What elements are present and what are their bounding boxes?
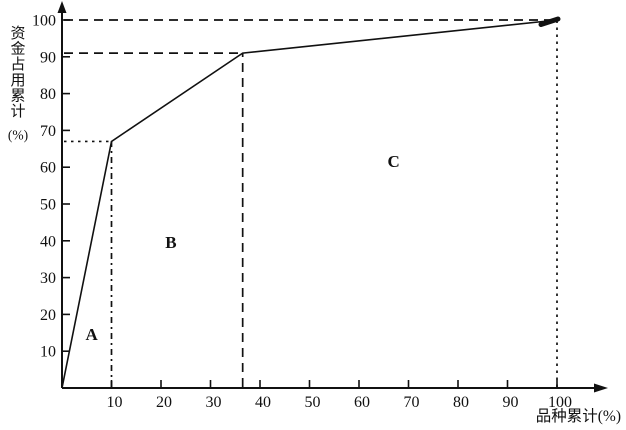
region-label-C: C bbox=[388, 152, 400, 171]
y-tick-label: 80 bbox=[40, 86, 56, 103]
x-tick-label: 90 bbox=[503, 394, 519, 411]
x-tick-label: 30 bbox=[206, 394, 222, 411]
x-tick-label: 70 bbox=[404, 394, 420, 411]
x-tick-label: 60 bbox=[354, 394, 370, 411]
region-label-A: A bbox=[86, 325, 99, 344]
y-axis-title-char: 占 bbox=[10, 56, 25, 73]
x-axis-arrow-icon bbox=[594, 383, 608, 393]
y-axis-title-char: 累 bbox=[10, 88, 25, 104]
y-axis-title-char: 用 bbox=[10, 73, 25, 89]
y-axis-arrow-icon bbox=[57, 1, 67, 13]
y-axis-title-char: 金 bbox=[10, 41, 25, 58]
y-tick-label: 50 bbox=[40, 197, 56, 214]
y-tick-label: 90 bbox=[40, 49, 56, 66]
y-tick-label: 70 bbox=[40, 123, 56, 140]
x-axis-title: 品种累计(%) bbox=[536, 407, 621, 425]
x-tick-label: 80 bbox=[453, 394, 469, 411]
y-tick-label: 60 bbox=[40, 160, 56, 177]
data-curve bbox=[61, 19, 558, 389]
region-label-B: B bbox=[165, 233, 176, 252]
x-tick-label: 10 bbox=[107, 394, 123, 411]
y-tick-label: 100 bbox=[32, 13, 56, 30]
y-axis-title-char: 计 bbox=[10, 103, 25, 120]
y-tick-label: 30 bbox=[40, 270, 56, 287]
curve-end-marker bbox=[538, 16, 561, 27]
y-axis-title-char: (%) bbox=[8, 128, 28, 143]
y-tick-label: 40 bbox=[40, 233, 56, 250]
y-tick-label: 20 bbox=[40, 307, 56, 324]
x-tick-label: 100 bbox=[548, 394, 572, 411]
y-axis-title-char: 资 bbox=[10, 25, 25, 42]
y-tick-label: 10 bbox=[40, 344, 56, 361]
x-tick-label: 40 bbox=[255, 394, 271, 411]
x-tick-label: 20 bbox=[156, 394, 172, 411]
x-tick-label: 50 bbox=[305, 394, 321, 411]
